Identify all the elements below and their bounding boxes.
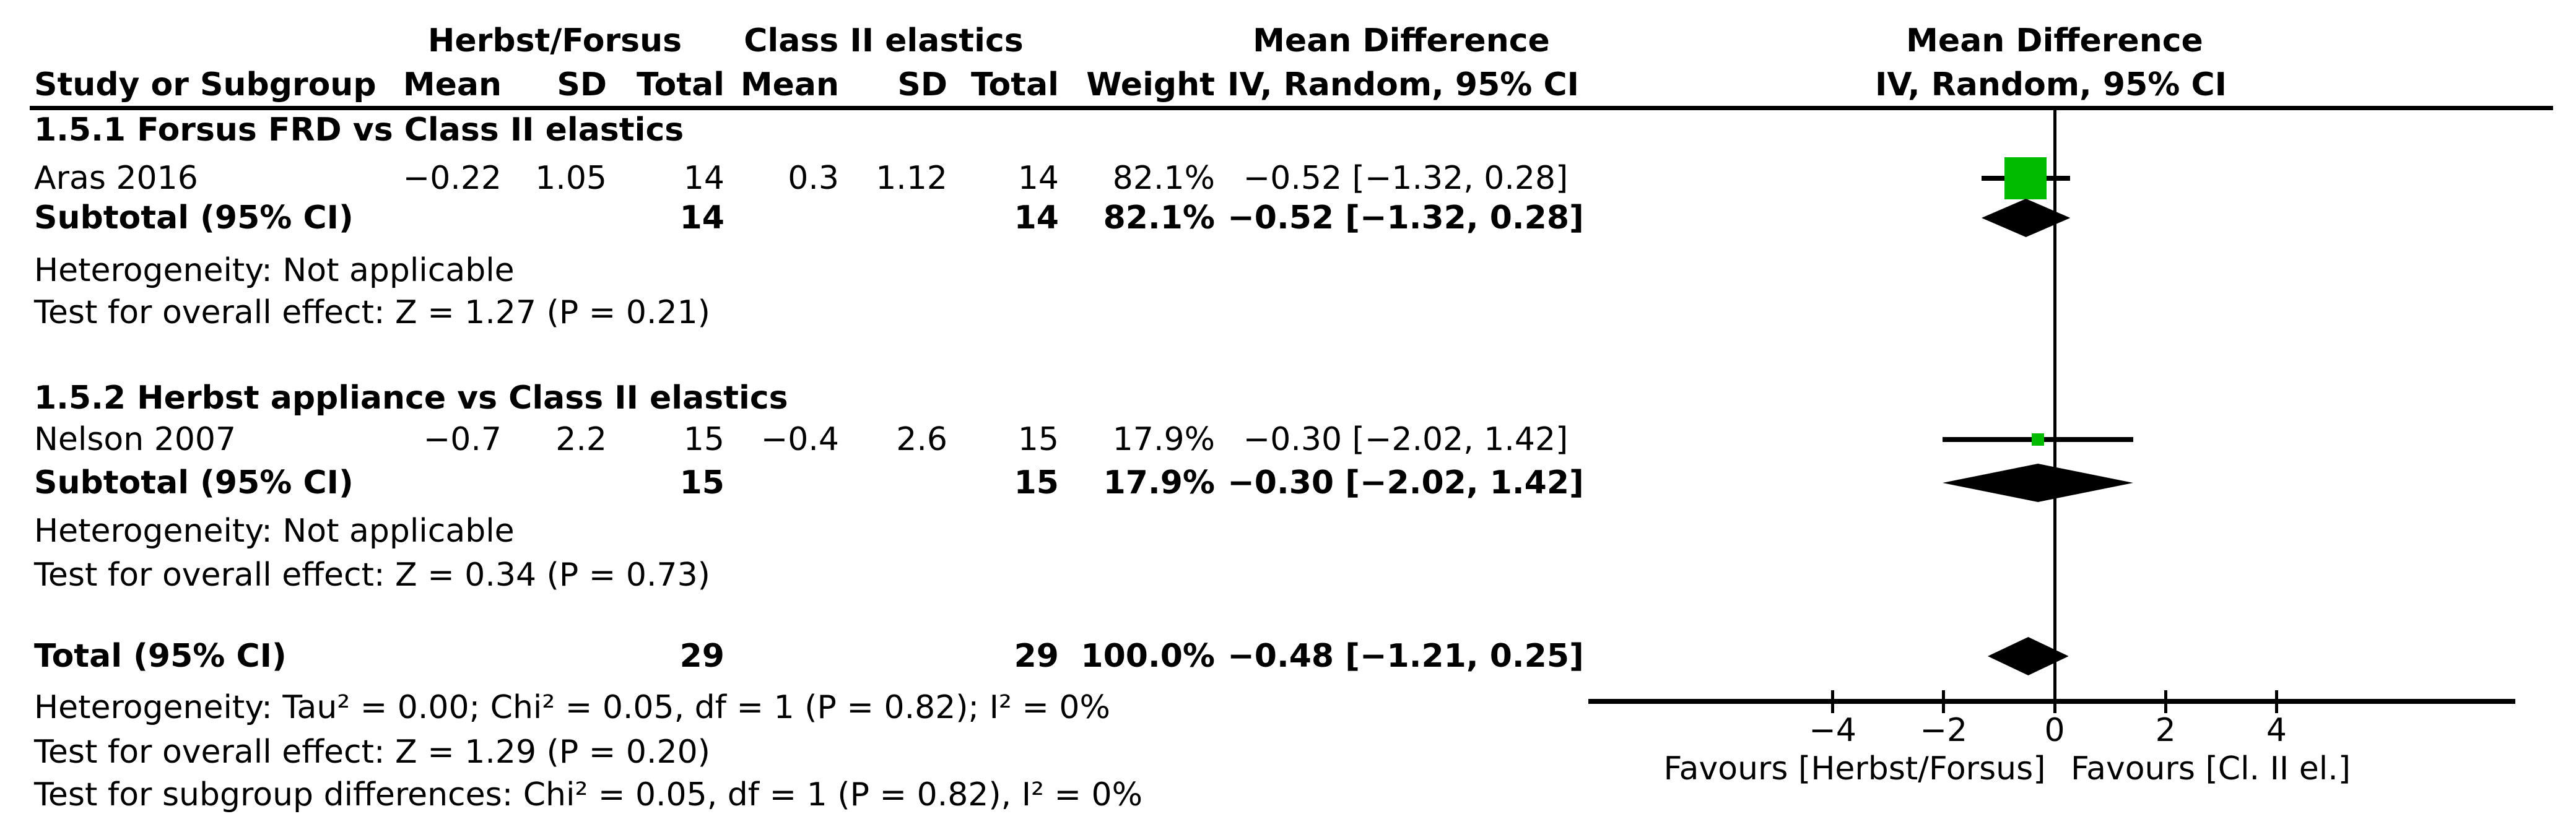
subtotal-2-ci-text: −0.30 [−2.02, 1.42] [1227,464,1584,501]
header-group-control: Class II elastics [744,22,1024,59]
axis-tick-4 [2274,690,2278,713]
header-total-1: Total [636,66,724,103]
header-md-left: Mean Difference [1253,22,1550,59]
nelson-weight: 17.9% [1112,421,1215,458]
header-group-treatment: Herbst/Forsus [427,22,682,59]
axis-tick-label--4: −4 [1809,712,1856,749]
aras-mean-1: −0.22 [402,160,502,197]
aras-effect-marker [2004,157,2047,199]
subtotal-2-label: Subtotal (95% CI) [34,464,354,501]
aras-study-name: Aras 2016 [34,160,198,197]
nelson-effect-marker [2032,433,2045,446]
header-ci-left: IV, Random, 95% CI [1227,66,1579,103]
header-sd-2: SD [897,66,947,103]
header-md-right: Mean Difference [1906,22,2203,59]
nelson-mean-2: −0.4 [760,421,839,458]
axis-tick-label--2: −2 [1920,712,1968,749]
aras-total-1: 14 [683,160,724,197]
zero-effect-line [2053,110,2056,704]
header-study-or-subgroup: Study or Subgroup [34,66,376,103]
header-weight: Weight [1086,66,1215,103]
axis-tick-label-2: 2 [2155,712,2176,749]
subtotal-2-weight: 17.9% [1103,464,1215,501]
aras-sd-2: 1.12 [876,160,947,197]
axis-tick-2 [2164,690,2167,713]
subtotal-1-total-2: 14 [1014,199,1059,236]
section-2-heterogeneity: Heterogeneity: Not applicable [34,513,515,550]
subtotal-2-total-2: 15 [1014,464,1059,501]
header-mean-2: Mean [740,66,839,103]
total-label: Total (95% CI) [34,638,287,675]
total-weight: 100.0% [1081,638,1215,675]
subtotal-1-ci-text: −0.52 [−1.32, 0.28] [1227,199,1584,236]
nelson-sd-1: 2.2 [555,421,607,458]
axis-tick-label-4: 4 [2266,712,2287,749]
section-2-title: 1.5.2 Herbst appliance vs Class II elast… [34,379,788,417]
nelson-ci-text: −0.30 [−2.02, 1.42] [1243,421,1569,458]
subtotal-1-weight: 82.1% [1103,199,1215,236]
nelson-total-2: 15 [1017,421,1059,458]
axis-tick-label-0: 0 [2044,712,2065,749]
sub2-summary-diamond [1943,464,2134,502]
total-summary-diamond [1987,637,2069,675]
sub1-summary-diamond [1981,199,2071,237]
section-1-heterogeneity: Heterogeneity: Not applicable [34,252,515,289]
footer-subgroup-differences: Test for subgroup differences: Chi² = 0.… [34,776,1143,813]
favours-left-label: Favours [Herbst/Forsus] [1663,750,2046,787]
section-2-overall-effect: Test for overall effect: Z = 0.34 (P = 0… [34,557,710,594]
x-axis-line [1588,699,2515,704]
total-total-1: 29 [679,638,724,675]
footer-overall-effect: Test for overall effect: Z = 1.29 (P = 0… [34,734,710,771]
footer-heterogeneity: Heterogeneity: Tau² = 0.00; Chi² = 0.05,… [34,689,1110,726]
aras-weight: 82.1% [1112,160,1215,197]
subtotal-1-total-1: 14 [679,199,724,236]
axis-tick-0 [2053,690,2056,713]
nelson-study-name: Nelson 2007 [34,421,237,458]
subtotal-2-total-1: 15 [679,464,724,501]
header-rule [30,106,2553,110]
nelson-total-1: 15 [683,421,724,458]
nelson-sd-2: 2.6 [896,421,947,458]
aras-ci-text: −0.52 [−1.32, 0.28] [1243,160,1569,197]
header-sd-1: SD [557,66,607,103]
section-1-title: 1.5.1 Forsus FRD vs Class II elastics [34,111,684,149]
subtotal-1-label: Subtotal (95% CI) [34,199,354,236]
header-ci-right: IV, Random, 95% CI [1875,66,2227,103]
aras-total-2: 14 [1017,160,1059,197]
favours-right-label: Favours [Cl. II el.] [2070,750,2351,787]
nelson-mean-1: −0.7 [423,421,502,458]
header-total-2: Total [970,66,1059,103]
axis-tick--2 [1942,690,1946,713]
section-1-overall-effect: Test for overall effect: Z = 1.27 (P = 0… [34,294,710,331]
total-total-2: 29 [1014,638,1059,675]
aras-sd-1: 1.05 [535,160,607,197]
total-ci-text: −0.48 [−1.21, 0.25] [1227,638,1584,675]
axis-tick--4 [1831,690,1835,713]
aras-mean-2: 0.3 [788,160,839,197]
header-mean-1: Mean [402,66,502,103]
